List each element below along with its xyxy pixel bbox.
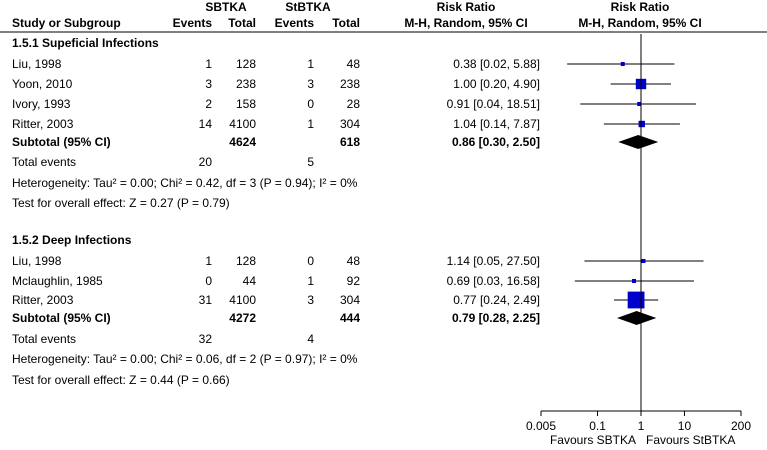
total2-cell: 28 [347,97,361,111]
study-name: Ritter, 2003 [12,293,74,307]
events1-cell: 1 [205,57,212,71]
subtotal-label: Subtotal (95% CI) [12,135,111,149]
events2-cell: 3 [307,293,314,307]
total1-cell: 158 [236,97,256,111]
subtotal-diamond [618,135,659,149]
risk-ratio-ci-cell: 0.77 [0.24, 2.49] [453,293,540,307]
total2-cell: 48 [347,57,361,71]
total2-cell: 238 [340,77,360,91]
rr-column-subtitle: M-H, Random, 95% CI [404,16,527,30]
group1-header: SBTKA [205,0,247,14]
study-name: Yoon, 2010 [12,77,73,91]
table-header: SBTKA StBTKA Risk Ratio Risk Ratio Study… [0,0,767,33]
events1-cell: 14 [199,117,213,131]
subtotal-diamond [616,311,657,325]
events2-cell: 0 [307,254,314,268]
total1-cell: 128 [236,254,256,268]
total2-cell: 304 [340,117,360,131]
group2-header: StBTKA [285,0,331,14]
risk-ratio-ci-cell: 1.00 [0.20, 4.90] [453,77,540,91]
total1-cell: 4100 [229,117,256,131]
events2-cell: 1 [307,274,314,288]
events2-cell: 1 [307,117,314,131]
favours-left-label: Favours SBTKA [550,433,636,447]
risk-ratio-ci-cell: 0.69 [0.03, 16.58] [447,274,540,288]
events2-cell: 3 [307,77,314,91]
subtotal-total2: 618 [340,135,360,149]
total2-cell: 304 [340,293,360,307]
total1-cell: 44 [243,274,257,288]
study-column-header: Study or Subgroup [12,16,121,30]
favours-right-label: Favours StBTKA [646,433,735,447]
x-tick-label: 0.1 [589,419,606,433]
x-tick-label: 10 [678,419,692,433]
study-marker [627,291,645,309]
x-tick-label: 200 [731,419,751,433]
total1-cell: 238 [236,77,256,91]
x-tick-label: 1 [638,419,645,433]
events1-cell: 1 [205,254,212,268]
overall-effect-text: Test for overall effect: Z = 0.44 (P = 0… [12,373,230,387]
risk-ratio-ci-cell: 1.04 [0.14, 7.87] [453,117,540,131]
study-marker [620,62,625,66]
study-marker [631,279,636,283]
subtotal-total2: 444 [340,311,360,325]
heterogeneity-text: Heterogeneity: Tau² = 0.00; Chi² = 0.42,… [12,176,358,190]
total-events2: 5 [307,155,314,169]
study-marker [638,120,645,128]
x-tick-label: 0.005 [526,419,556,433]
events1-cell: 0 [205,274,212,288]
subtotal-risk-ratio: 0.86 [0.30, 2.50] [452,135,540,149]
events1-cell: 3 [205,77,212,91]
overall-effect-text: Test for overall effect: Z = 0.27 (P = 0… [12,196,230,210]
events1-cell: 2 [205,97,212,111]
study-name: Liu, 1998 [12,254,62,268]
rr-column-title: Risk Ratio [437,0,496,14]
study-name: Ivory, 1993 [12,97,71,111]
study-name: Liu, 1998 [12,57,62,71]
risk-ratio-ci-cell: 0.91 [0.04, 18.51] [447,97,540,111]
total-events2: 4 [307,332,314,346]
heterogeneity-text: Heterogeneity: Tau² = 0.00; Chi² = 0.06,… [12,352,358,366]
events1-header: Events [173,16,213,30]
total2-cell: 48 [347,254,361,268]
total-events-label: Total events [12,155,76,169]
subtotal-risk-ratio: 0.79 [0.28, 2.25] [452,311,540,325]
total2-cell: 92 [347,274,361,288]
study-marker [637,102,642,106]
events1-cell: 31 [199,293,213,307]
study-name: Ritter, 2003 [12,117,74,131]
study-name: Mclaughlin, 1985 [12,274,103,288]
subtotal-total1: 4624 [229,135,256,149]
risk-ratio-ci-cell: 1.14 [0.05, 27.50] [447,254,540,268]
plot-column-title: Risk Ratio [611,0,670,14]
events2-cell: 1 [307,57,314,71]
subgroup-title: 1.5.2 Deep Infections [12,233,132,247]
subtotal-label: Subtotal (95% CI) [12,311,111,325]
plot-area: 0.005 0.1 1 10 200 Favours SBTKA Favours StBTK… [526,34,751,447]
subgroup-title: 1.5.1 Supeficial Infections [12,36,159,50]
total-events1: 20 [199,155,213,169]
plot-column-subtitle: M-H, Random, 95% CI [578,16,701,30]
study-marker [641,259,646,263]
total1-cell: 4100 [229,293,256,307]
total-events-label: Total events [12,332,76,346]
subtotal-total1: 4272 [229,311,256,325]
total2-header: Total [332,16,360,30]
risk-ratio-ci-cell: 0.38 [0.02, 5.88] [453,57,540,71]
total-events1: 32 [199,332,213,346]
events2-cell: 0 [307,97,314,111]
events2-header: Events [275,16,315,30]
total1-header: Total [228,16,256,30]
total1-cell: 128 [236,57,256,71]
